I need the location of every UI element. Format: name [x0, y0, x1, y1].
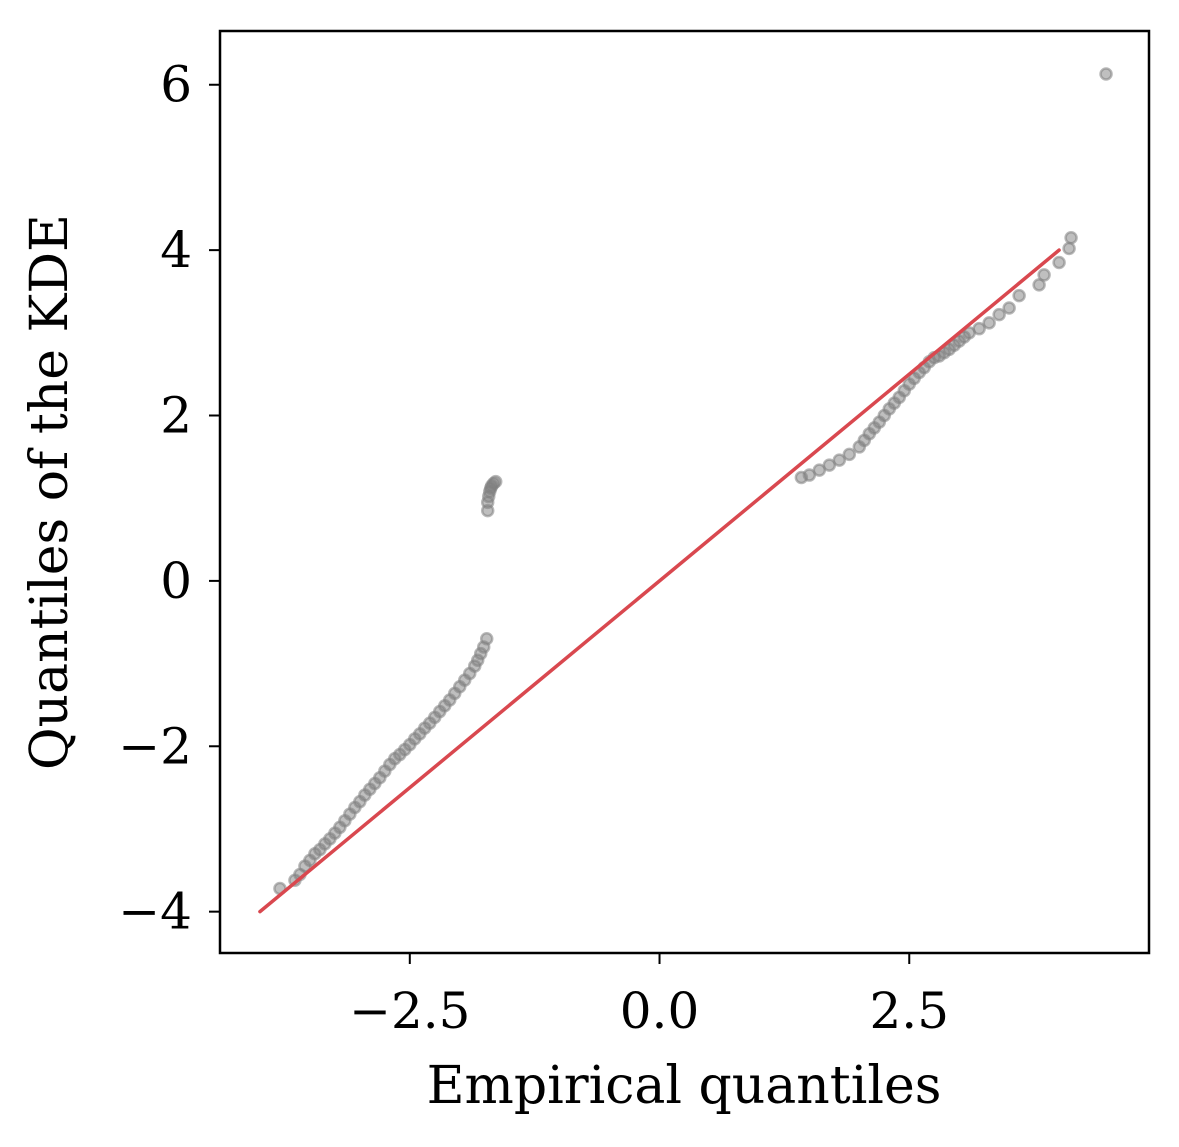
y-tick-label: 2 [160, 387, 192, 445]
data-point [1002, 301, 1016, 315]
y-tick-label: −4 [118, 883, 192, 941]
y-axis-label: Quantiles of the KDE [20, 214, 80, 770]
plot-frame [218, 29, 1151, 955]
data-point [842, 447, 857, 462]
y-tick-label: 4 [160, 221, 192, 279]
data-point [832, 453, 847, 467]
data-point [479, 632, 494, 646]
data-point [1037, 268, 1051, 282]
data-point [1099, 67, 1113, 81]
data-point [1012, 288, 1026, 303]
data-point [992, 307, 1006, 322]
y-tick-label: 0 [160, 552, 192, 610]
y-axis-ticks: −4 −2 0 2 4 6 [118, 56, 220, 941]
x-axis-label: Empirical quantiles [427, 1056, 942, 1116]
y-tick-label: −2 [118, 717, 192, 775]
y-tick-label: 6 [160, 56, 192, 114]
x-tick-label: 2.5 [869, 982, 949, 1040]
data-point [1062, 241, 1076, 256]
x-tick-label: 0.0 [620, 982, 700, 1040]
data-point [488, 474, 503, 489]
scatter-points [273, 67, 1113, 896]
reference-line [258, 248, 1061, 914]
x-tick-label: −2.5 [349, 982, 470, 1040]
x-axis-ticks: −2.5 0.0 2.5 [349, 953, 949, 1040]
data-point [1052, 255, 1066, 270]
plot-background [220, 31, 1149, 953]
data-point [1064, 230, 1078, 245]
data-point [972, 321, 986, 336]
data-point [982, 316, 996, 330]
